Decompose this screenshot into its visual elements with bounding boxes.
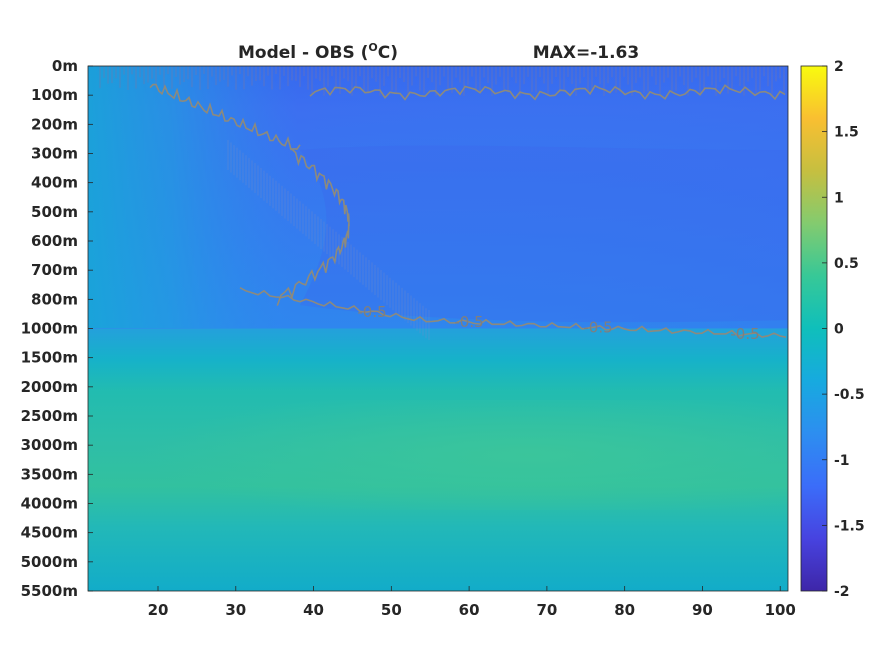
y-tick-label-1500m: 1500m [21,349,78,367]
chart-title: Model - OBS (OC) [238,41,398,63]
x-tick-label-40: 40 [303,601,324,619]
x-tick-label-30: 30 [225,601,246,619]
colorbar-tick-label-1-5: 1.5 [834,125,859,141]
contour-mid-lobe [276,147,350,306]
y-tick-label-100m: 100m [31,86,78,104]
contour-label: -0.5 [730,325,759,343]
x-tick-label-100: 100 [765,601,796,619]
y-tick-label-600m: 600m [31,232,78,250]
y-tick-label-3500m: 3500m [21,465,78,483]
colorbar-tick-label-0-5: -0.5 [834,387,865,403]
y-tick-label-2500m: 2500m [21,407,78,425]
colorbar-tick-label-0-5: 0.5 [834,256,859,272]
colorbar-tick-label-2: 2 [834,59,844,75]
contour-lower [239,286,787,338]
y-tick-label-4500m: 4500m [21,524,78,542]
colorbar-tick-label-1: 1 [834,190,844,206]
x-tick-label-80: 80 [614,601,635,619]
plot-area: -0.5 -0.5 -0.5 -0.5 [88,66,788,591]
contour-upper [309,84,786,101]
colorbar-tick-label-1: -1 [834,453,850,469]
x-tick-label-70: 70 [536,601,557,619]
y-tick-label-300m: 300m [31,145,78,163]
y-tick-label-0m: 0m [52,57,78,75]
upper-shallow-shading [88,66,788,328]
x-tick-label-90: 90 [692,601,713,619]
deep-blue-region [300,145,788,323]
y-tick-label-800m: 800m [31,290,78,308]
y-tick-label-200m: 200m [31,115,78,133]
y-tick-label-500m: 500m [31,203,78,221]
colorbar-tick-label-1-5: -1.5 [834,518,865,534]
colorbar-tick-label-0: 0 [834,322,844,338]
contour-label: -0.5 [357,303,386,321]
x-axis: 20 30 40 50 60 70 80 90 100 [148,586,796,619]
x-tick-label-20: 20 [148,601,169,619]
y-axis: 0m 100m 200m 300m 400m 500m 600m 700m 800m 1000m 1… [21,57,93,600]
y-tick-label-1000m: 1000m [21,320,78,338]
x-tick-label-60: 60 [459,601,480,619]
x-tick-label-50: 50 [381,601,402,619]
y-tick-label-5000m: 5000m [21,553,78,571]
contour-shallow-diagonal [149,83,301,151]
contour-lines [149,83,787,338]
colorbar-ticks: 2 1.5 1 0.5 0 -0.5 -1 -1.5 -2 [822,59,865,600]
y-tick-label-400m: 400m [31,174,78,192]
colorbar-tick-label-2: -2 [834,584,850,600]
chart-max-label: MAX=-1.63 [533,43,639,63]
contour-labels: -0.5 -0.5 -0.5 -0.5 [357,303,759,343]
y-tick-label-5500m: 5500m [21,582,78,600]
deep-warm-band [140,400,788,510]
y-tick-label-3000m: 3000m [21,436,78,454]
y-tick-label-700m: 700m [31,261,78,279]
contour-label: -0.5 [583,319,612,337]
y-tick-label-4000m: 4000m [21,495,78,513]
contour-label: -0.5 [454,313,483,331]
hatching-texture [99,66,785,340]
y-tick-label-2000m: 2000m [21,378,78,396]
